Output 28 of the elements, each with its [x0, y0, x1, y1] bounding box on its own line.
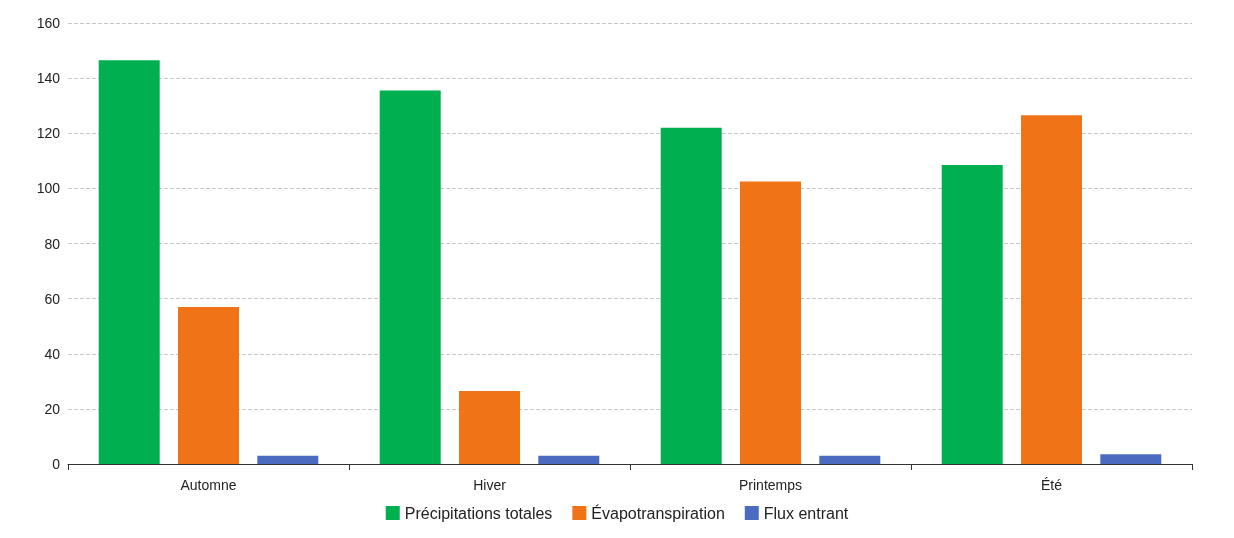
legend-label: Précipitations totales: [404, 504, 553, 522]
y-tick-label: 100: [36, 180, 61, 197]
bar: [538, 455, 600, 464]
bar: [257, 455, 319, 464]
x-tick-label: Été: [1040, 477, 1063, 493]
bar: [178, 306, 239, 464]
bar: [941, 164, 1003, 464]
legend-label: Flux entrant: [763, 504, 849, 522]
y-tick-label: 80: [44, 235, 61, 252]
bar: [819, 455, 881, 464]
legend-label: Évapotranspiration: [591, 503, 725, 522]
y-tick-label: 0: [52, 456, 61, 472]
x-tick-label: Printemps: [738, 477, 803, 493]
bar: [740, 181, 801, 464]
bar: [1100, 454, 1162, 464]
bar: [660, 127, 722, 464]
bar: [379, 90, 441, 464]
y-tick-label: 160: [36, 15, 61, 31]
bar: [459, 390, 520, 464]
bar: [98, 60, 160, 464]
y-tick-label: 20: [44, 400, 61, 417]
x-tick-label: Automne: [180, 477, 237, 493]
y-tick-label: 140: [36, 70, 61, 87]
bar: [1021, 115, 1082, 464]
x-tick-label: Hiver: [473, 477, 507, 493]
y-tick-label: 40: [44, 345, 61, 362]
y-tick-label: 120: [36, 125, 61, 142]
y-tick-label: 60: [44, 290, 61, 307]
